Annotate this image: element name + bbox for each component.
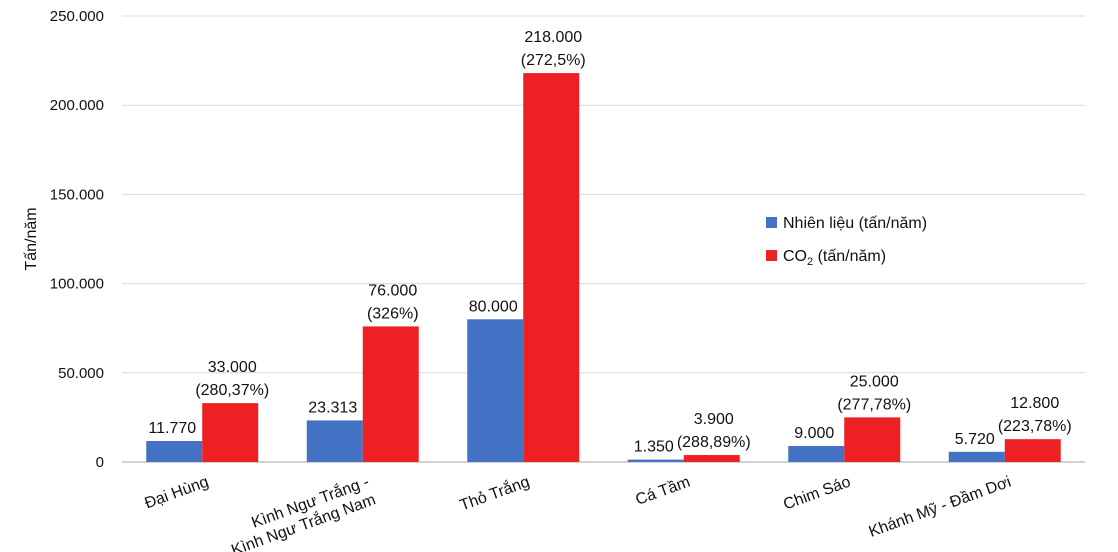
category-labels: Đại Hùng Kình Ngư Trắng -Kình Ngư Trắng N… [142, 472, 1013, 552]
data-label-co2: (272,5%) [521, 52, 586, 69]
y-tick-label: 200.000 [50, 97, 104, 114]
category-label: Cá Tầm [633, 474, 692, 509]
data-label-co2: (223,78%) [998, 418, 1072, 435]
bar-fuel [627, 459, 684, 462]
y-tick-label: 250.000 [50, 8, 104, 25]
legend-swatch-co2 [766, 250, 777, 261]
legend-label-co2: CO2 (tấn/năm) [783, 248, 886, 268]
category-label-line: Khánh Mỹ - Đầm Dơi [867, 474, 1014, 541]
category-label-line: Đại Hùng [142, 474, 210, 513]
bar-co2 [523, 73, 580, 462]
data-label-co2: 33.000 [208, 359, 257, 376]
data-label-fuel: 80.000 [469, 298, 518, 315]
y-tick-label: 0 [96, 454, 104, 471]
category-label: Khánh Mỹ - Đầm Dơi [867, 474, 1014, 541]
bar-fuel [306, 420, 363, 462]
category-label: Đại Hùng [142, 474, 210, 513]
legend-swatch-fuel [766, 217, 777, 228]
data-label-co2: 3.900 [694, 411, 734, 428]
category-label: Thỏ Trắng [457, 472, 532, 515]
legend-label-fuel: Nhiên liệu (tấn/năm) [783, 215, 927, 232]
data-label-co2: (277,78%) [837, 396, 911, 413]
legend: Nhiên liệu (tấn/năm) CO2 (tấn/năm) [766, 215, 927, 268]
category-label: Chim Sáo [781, 474, 853, 514]
data-label-fuel: 23.313 [308, 399, 357, 416]
bar-co2 [683, 455, 740, 462]
data-label-co2: 218.000 [524, 29, 582, 46]
bar-fuel [146, 441, 203, 462]
y-tick-label: 50.000 [58, 365, 104, 382]
data-label-co2: (326%) [367, 305, 419, 322]
category-label: Kình Ngư Trắng -Kình Ngư Trắng Nam [229, 472, 378, 552]
y-tick-label: 150.000 [50, 186, 104, 203]
data-label-fuel: 11.770 [148, 420, 196, 437]
data-label-co2: 76.000 [368, 282, 417, 299]
bar-co2 [844, 417, 901, 462]
data-labels: 11.770 33.000 (280,37%) 23.313 76.000 (326%) 8… [148, 29, 1071, 456]
category-label-line: Thỏ Trắng [457, 472, 532, 515]
data-label-co2: 12.800 [1010, 395, 1059, 412]
data-label-fuel: 9.000 [794, 425, 834, 442]
data-label-co2: (280,37%) [195, 382, 269, 399]
data-label-fuel: 1.350 [634, 439, 674, 456]
bar-fuel [948, 451, 1005, 462]
bar-fuel [788, 445, 845, 462]
y-tick-label: 100.000 [50, 276, 104, 293]
category-label-line: Cá Tầm [633, 474, 692, 509]
category-label-line: Chim Sáo [781, 474, 853, 514]
bars [146, 73, 1061, 462]
data-label-co2: 25.000 [850, 373, 899, 390]
bar-co2 [1004, 439, 1061, 462]
data-label-fuel: 5.720 [955, 431, 995, 448]
y-axis-ticks: 0 50.000 100.000 150.000 200.000 250.000 [50, 8, 104, 471]
y-axis-label: Tấn/năm [23, 207, 40, 270]
gridlines [122, 15, 1085, 463]
data-label-co2: (288,89%) [677, 434, 751, 451]
bar-fuel [467, 319, 524, 462]
bar-co2 [202, 403, 259, 462]
bar-co2 [362, 326, 419, 462]
